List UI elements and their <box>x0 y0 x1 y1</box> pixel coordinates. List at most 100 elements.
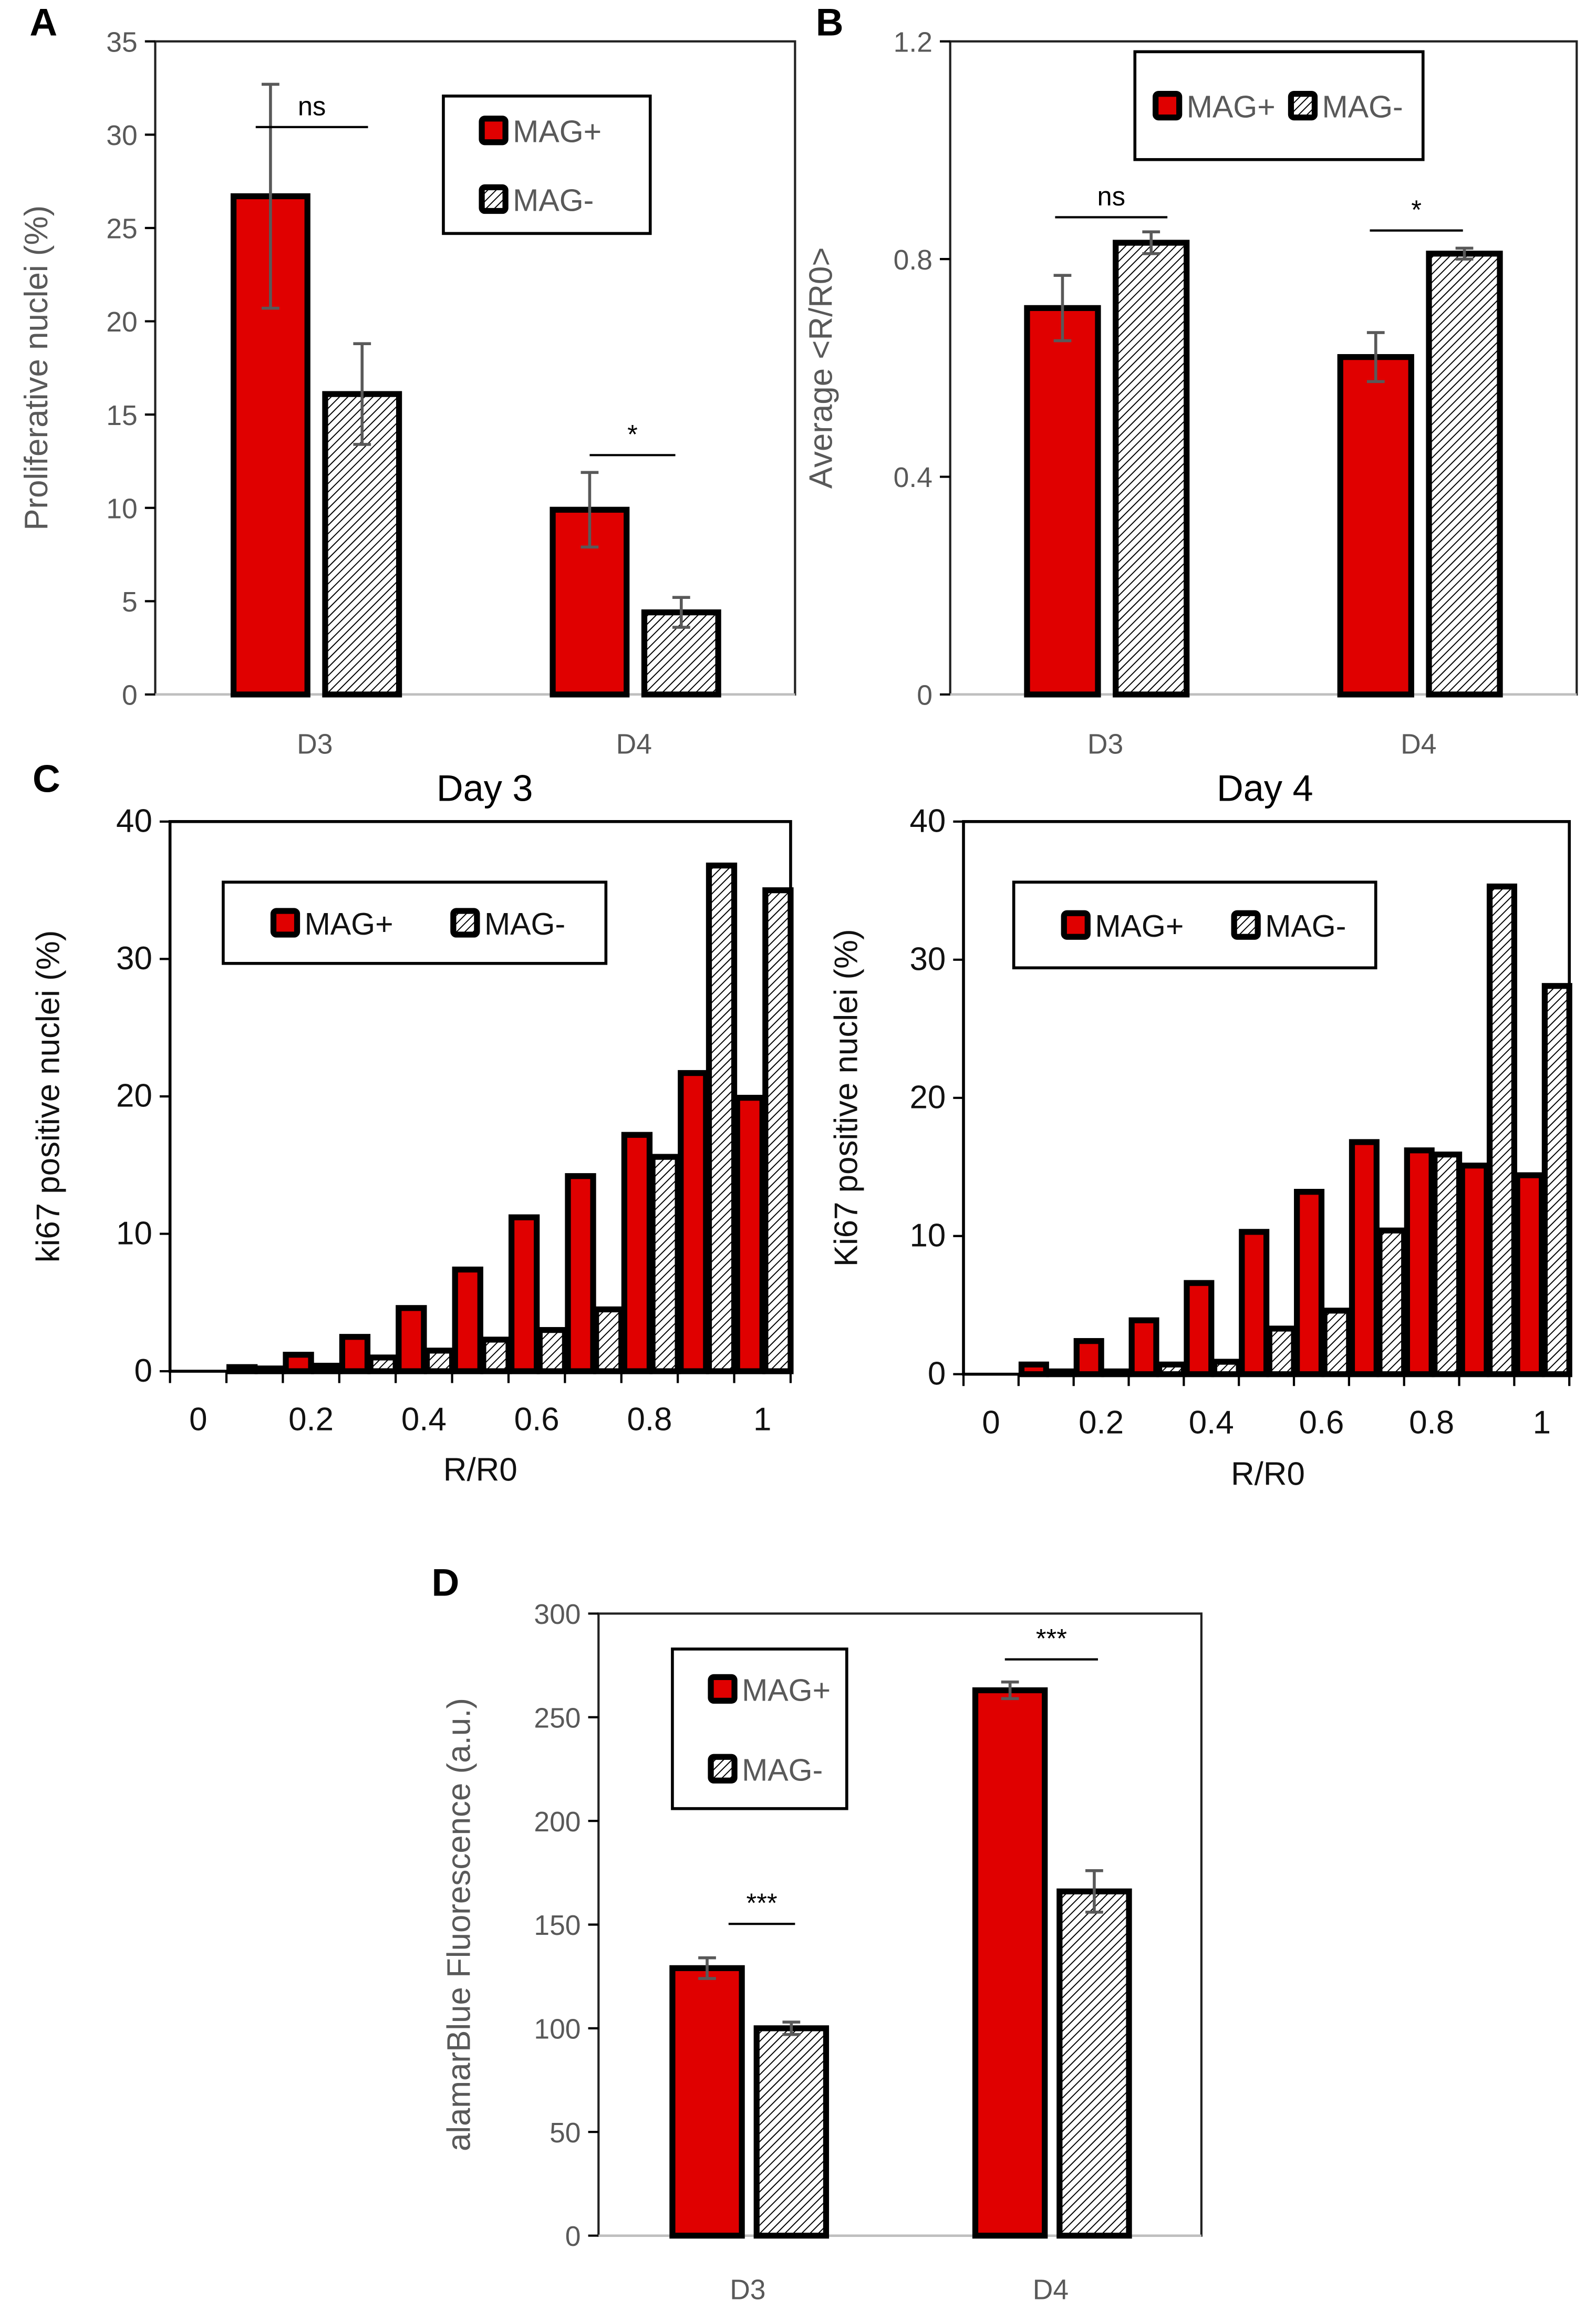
bar-magplus <box>1459 1163 1490 1377</box>
bar-magminus <box>1113 240 1190 698</box>
bar-magminus <box>1046 1368 1077 1377</box>
y-tick-label: 40 <box>116 803 152 840</box>
x-axis-label: R/R0 <box>443 1452 517 1488</box>
y-tick-label: 30 <box>909 941 946 978</box>
y-tick-label: 15 <box>106 400 137 431</box>
error-bar <box>672 596 690 629</box>
y-tick-label: 250 <box>534 1703 581 1734</box>
bar-magminus <box>1541 983 1572 1377</box>
bar-magplus <box>669 1965 745 2239</box>
error-bar <box>353 342 371 446</box>
y-tick-label: 50 <box>550 2118 581 2149</box>
error-bar <box>782 2020 801 2036</box>
y-tick-label: 5 <box>122 587 138 618</box>
error-bar <box>1455 246 1474 261</box>
y-tick-label: 20 <box>909 1079 946 1115</box>
bar-magplus <box>1184 1280 1215 1377</box>
y-tick-label: 0 <box>917 680 932 711</box>
panel-letter: D <box>431 1562 459 1604</box>
bar-magplus <box>283 1352 314 1374</box>
y-tick-label: 0 <box>134 1353 152 1389</box>
bar-magminus <box>367 1354 399 1374</box>
bar-magplus <box>1404 1147 1435 1377</box>
legend-label: MAG- <box>513 183 594 218</box>
bar-magminus <box>593 1306 625 1374</box>
bar-magplus <box>621 1132 653 1374</box>
significance-label: * <box>1411 194 1422 224</box>
legend-swatch-mag-plus <box>1153 90 1183 121</box>
y-tick-label: 150 <box>534 1910 581 1941</box>
panel-letter: A <box>29 2 57 44</box>
y-axis-label: ki67 positive nuclei (%) <box>30 930 67 1263</box>
y-tick-label: 0.8 <box>894 245 932 276</box>
y-tick-label: 10 <box>106 493 137 524</box>
x-axis-label: R/R0 <box>1231 1456 1305 1493</box>
legend-label: MAG+ <box>742 1673 831 1707</box>
x-tick-label: 0.8 <box>627 1402 672 1438</box>
legend-swatch-mag-minus <box>1231 910 1261 940</box>
x-tick-label: 1 <box>1533 1404 1551 1441</box>
panel-c2-day4: 0 10 20 30 40 Ki67 positive nuclei (%) Day 4 0 0… <box>828 767 1572 1493</box>
y-tick-label: 20 <box>116 1078 152 1114</box>
significance-label: *** <box>1036 1623 1067 1653</box>
error-bar <box>698 1956 716 1980</box>
x-tick-label: 0.6 <box>1299 1404 1344 1441</box>
x-tick-label: 0.2 <box>1079 1404 1124 1441</box>
bar-magminus <box>1211 1359 1242 1377</box>
significance-label: ns <box>298 91 326 121</box>
y-axis-label: Ki67 positive nuclei (%) <box>828 929 865 1267</box>
legend-label: MAG- <box>484 907 565 941</box>
x-tick-label: 1 <box>753 1402 771 1438</box>
bar-magplus <box>1024 305 1101 698</box>
legend-swatch-mag-plus <box>479 116 509 146</box>
x-tick-label: D4 <box>1033 2274 1069 2305</box>
error-bar <box>1001 1680 1019 1701</box>
bar-magminus <box>254 1365 286 1374</box>
x-tick-label: 0.4 <box>401 1402 447 1438</box>
legend-swatch-mag-minus <box>450 908 480 938</box>
bar-magminus <box>1156 1361 1187 1377</box>
legend-label: MAG- <box>1322 90 1403 125</box>
y-axis-label: alamarBlue Fluorescence (a.u.) <box>441 1698 478 2151</box>
x-tick-label: 0.8 <box>1409 1404 1454 1441</box>
x-tick-label: 0.6 <box>514 1402 559 1438</box>
legend-label: MAG+ <box>1187 90 1276 125</box>
bar-magplus <box>452 1266 483 1374</box>
error-bar <box>1053 274 1072 343</box>
x-tick-label: 0 <box>189 1402 207 1438</box>
legend-swatch-mag-plus <box>1061 910 1091 940</box>
bar-magminus <box>1321 1308 1352 1377</box>
x-tick-label: D3 <box>730 2274 765 2305</box>
legend-label: MAG+ <box>305 907 393 941</box>
legend-label: MAG- <box>1265 909 1346 944</box>
bar-magminus <box>753 2025 830 2239</box>
error-bar <box>1142 230 1160 255</box>
legend-label: MAG- <box>742 1753 823 1787</box>
y-tick-label: 10 <box>909 1217 946 1253</box>
panel-b: 0 0.4 0.8 1.2 Average <R/R0> B D3 ns D4 * MAG+ MAG- <box>803 2 1578 760</box>
y-tick-label: 100 <box>534 2014 581 2045</box>
legend-swatch-mag-minus <box>708 1754 738 1784</box>
y-tick-label: 25 <box>106 214 137 245</box>
chart-title: Day 3 <box>437 767 533 809</box>
y-tick-label: 0 <box>928 1355 946 1392</box>
x-tick-label: D4 <box>616 729 652 760</box>
panel-d: 0 50 100 150 200 250 300 alamarBlue Fluorescenc… <box>431 1562 1203 2305</box>
bar-magminus <box>311 1363 343 1374</box>
legend-box <box>442 95 652 235</box>
y-tick-label: 35 <box>106 27 137 58</box>
significance-label: * <box>627 419 638 449</box>
y-axis-label: Proliferative nuclei (%) <box>18 205 55 531</box>
panel-a: 0 5 10 15 20 25 30 35 Proliferative nuclei (%) A D… <box>18 2 796 760</box>
bar-magplus <box>734 1094 765 1374</box>
y-tick-label: 1.2 <box>894 27 932 58</box>
x-tick-label: D3 <box>1087 729 1123 760</box>
bar-magplus <box>1514 1172 1545 1377</box>
significance-label: *** <box>747 1888 778 1918</box>
bar-magplus <box>1239 1229 1270 1377</box>
x-tick-label: 0.2 <box>288 1402 334 1438</box>
y-axis-label: Average <R/R0> <box>803 247 840 489</box>
y-tick-label: 200 <box>534 1807 581 1838</box>
